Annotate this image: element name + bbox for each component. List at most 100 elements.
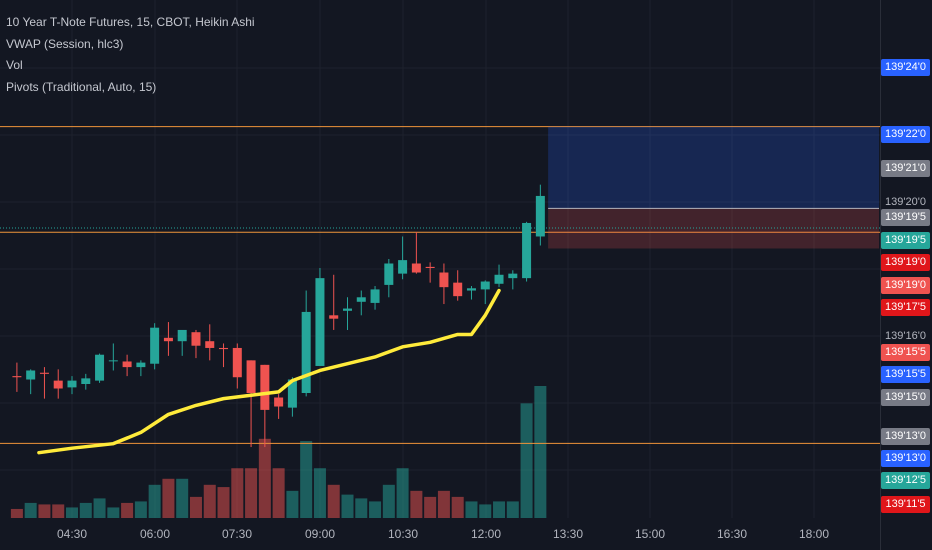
candle-body [26,370,36,380]
volume-bar [300,441,313,518]
candle-body [232,347,242,378]
volume-bar [107,507,120,518]
time-tick: 04:30 [56,527,88,541]
volume-bar [465,501,478,518]
volume-bar [355,498,368,518]
legend-title[interactable]: 10 Year T-Note Futures, 15, CBOT, Heikin… [6,15,255,29]
candle-body [535,195,545,237]
volume-bar [272,468,285,518]
price-badge-high: 139'15'5 [881,344,930,361]
candle-body [453,282,463,297]
time-tick: 06:00 [139,527,171,541]
volume-bar [313,468,326,518]
volume-bar [38,504,51,518]
candle-body [163,337,173,342]
price-tick: 139'20'0 [885,196,926,208]
candle-body [67,380,77,388]
volume-bar [451,496,464,518]
time-tick: 18:00 [798,527,830,541]
candle-body [108,360,118,362]
time-tick: 16:30 [716,527,748,541]
volume-bar [534,386,547,518]
time-tick: 09:00 [304,527,336,541]
candle-body [39,372,49,374]
chart-legend: 10 Year T-Note Futures, 15, CBOT, Heikin… [6,12,255,98]
volume-bar [148,484,161,518]
price-axis-border [880,0,881,550]
candle-body [81,378,91,384]
position-tool[interactable] [0,126,880,249]
candle-body [315,278,325,366]
volume-bar [134,501,147,518]
time-tick: 15:00 [634,527,666,541]
price-badge-target: 139'22'0 [881,126,930,143]
volume-bar [286,490,299,518]
time-tick: 12:00 [470,527,502,541]
price-badge-pivot-r1: 139'24'0 [881,59,930,76]
time-tick: 10:30 [387,527,419,541]
volume-bars [10,386,547,518]
price-badge-low: 139'13'0 [881,450,930,467]
vwap-line [37,288,501,455]
candle-body [122,361,132,368]
volume-bar [93,498,106,518]
price-badge-vwap: 139'15'5 [881,366,930,383]
candle-body [411,263,421,273]
candle-body [205,341,215,348]
price-badge-day-low: 139'11'5 [881,496,930,513]
volume-bar [369,501,382,518]
volume-bar [10,508,23,518]
price-badge-pivot-s1: 139'13'0 [881,428,930,445]
candle-body [384,263,394,285]
time-tick: 13:30 [552,527,584,541]
candle-body [274,397,284,407]
price-badge-session: 139'15'0 [881,389,930,406]
candle-body [425,266,435,269]
volume-bar [341,494,354,518]
candle-body [301,311,311,394]
candle-body [508,273,518,279]
candle-body [53,380,63,389]
volume-bar [176,478,189,518]
legend-pivots[interactable]: Pivots (Traditional, Auto, 15) [6,79,157,94]
volume-bar [121,502,134,518]
volume-bar [24,502,37,518]
candle-body [219,347,229,350]
legend-vwap[interactable]: VWAP (Session, hlc3) [6,36,124,51]
volume-bar [396,468,409,518]
candle-body [343,308,352,311]
legend-vol[interactable]: Vol [6,58,23,72]
volume-bar [231,468,244,518]
candle-body [287,379,297,408]
candle-body [466,288,476,291]
volume-bar [520,403,533,518]
candle-body [260,364,270,410]
volume-bar [382,484,395,518]
candle-body [95,354,105,381]
candle-body [12,376,22,378]
candle-body [356,297,366,302]
volume-bar [189,496,202,518]
candle-body [494,274,504,284]
pivot-lines [0,126,880,444]
volume-bar [258,438,271,518]
candle-body [522,222,532,279]
volume-bar [410,490,423,518]
price-badge-crosshair: 139'21'0 [881,160,930,177]
volume-bar [217,487,230,518]
candle-body [150,327,160,364]
volume-bar [437,490,450,518]
volume-bar [245,468,258,518]
candle-body [480,281,490,290]
time-tick: 07:30 [221,527,253,541]
candle-body [177,329,187,342]
volume-bar [479,504,492,518]
candle-body [136,362,146,368]
price-badge-open: 139'12'5 [881,472,930,489]
vwap-polyline [37,288,501,455]
position-target-zone [548,126,879,209]
volume-bar [79,502,92,518]
candle-body [439,272,449,288]
volume-bar [506,501,519,518]
